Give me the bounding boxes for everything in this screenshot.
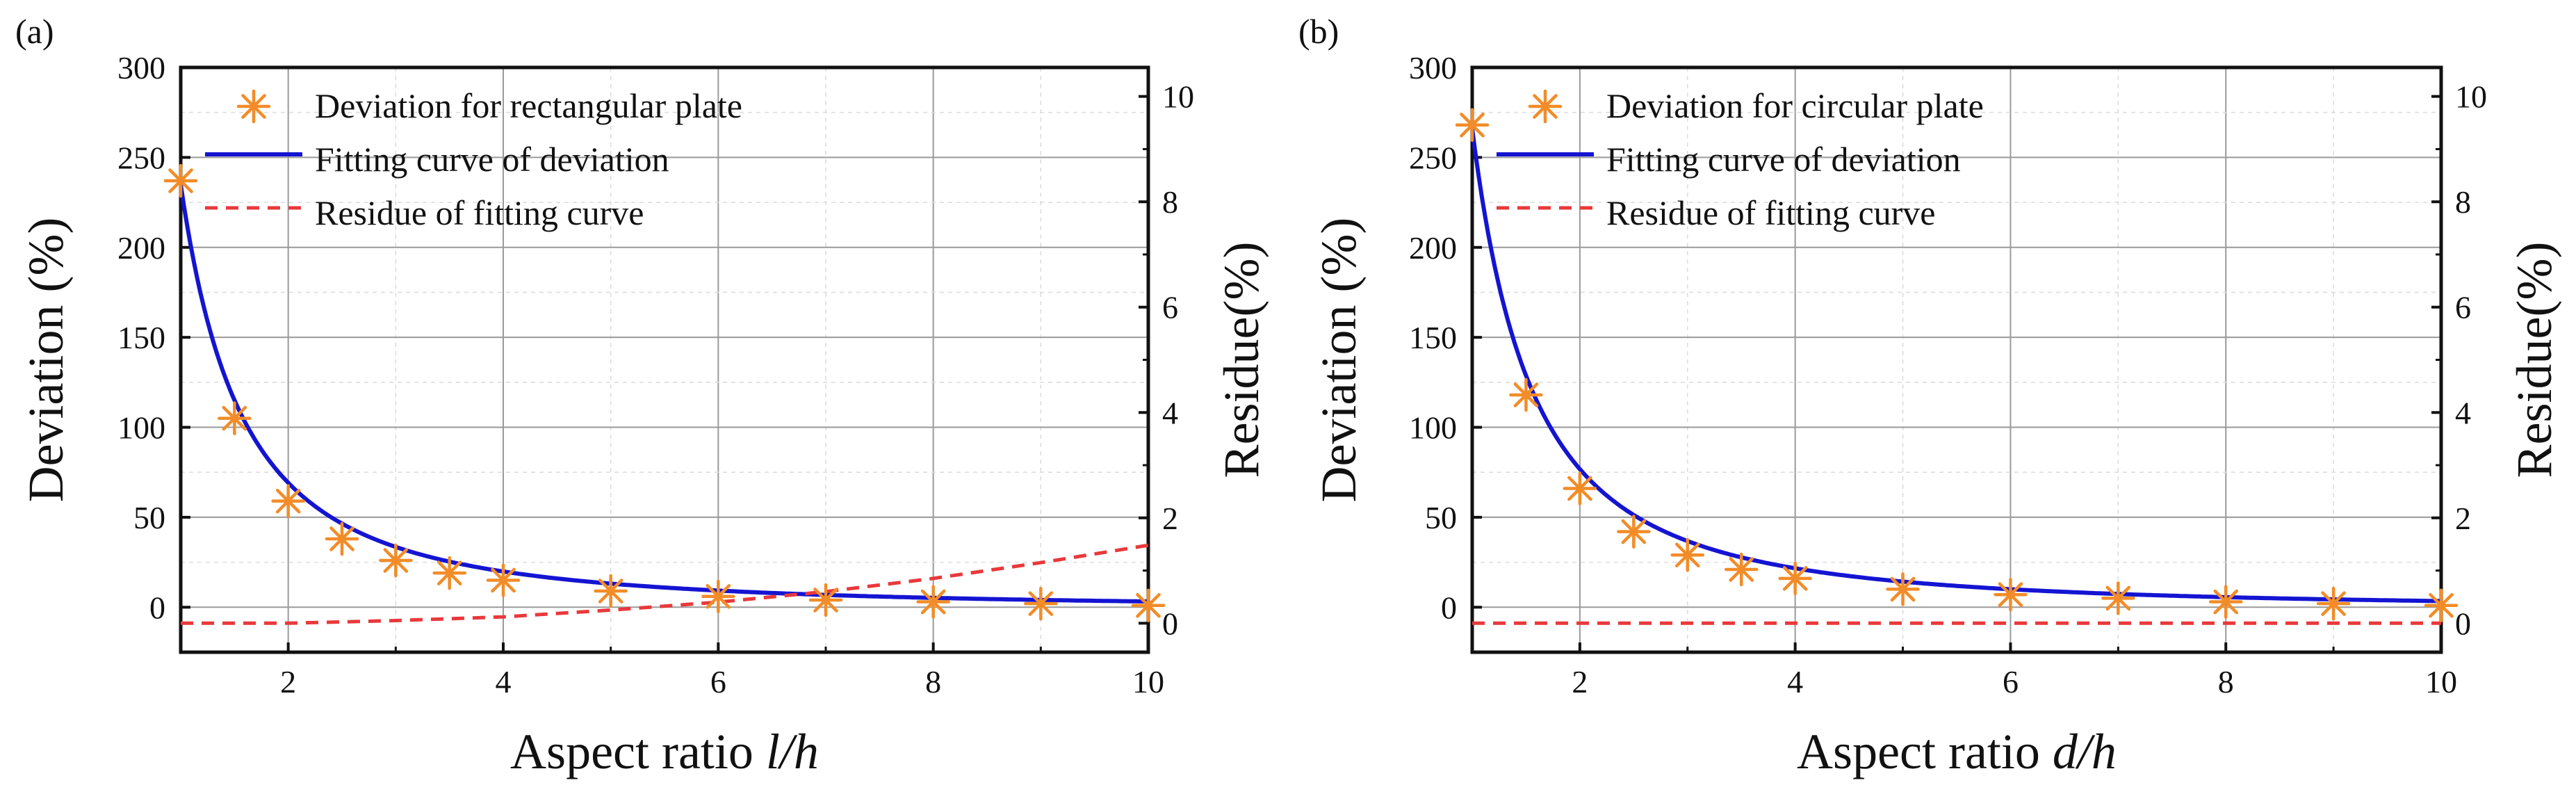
y2-tick-label: 4	[1162, 395, 1178, 430]
y2-tick-label: 10	[1162, 79, 1194, 115]
x-tick-label: 10	[2425, 664, 2457, 699]
legend-label: Fitting curve of deviation	[315, 140, 669, 179]
data-point-marker	[1778, 561, 1812, 596]
x-tick-label: 6	[710, 664, 726, 699]
x-tick-label: 2	[1572, 664, 1588, 699]
data-point-marker	[486, 563, 521, 597]
panel-label: (b)	[1298, 12, 1339, 51]
data-point-marker	[2208, 585, 2243, 619]
data-point-marker	[1455, 108, 1490, 143]
data-point-marker	[325, 521, 359, 556]
data-point-marker	[1563, 471, 1597, 505]
legend: Deviation for rectangular plate Fitting c…	[205, 86, 742, 232]
legend-label: Residue of fitting curve	[1606, 193, 1936, 232]
y2-tick-label: 2	[2455, 501, 2471, 536]
x-tick-label: 4	[496, 664, 512, 699]
y-tick-label: 300	[117, 50, 165, 86]
y-tick-label: 300	[1409, 50, 1457, 86]
panel-label: (a)	[15, 12, 54, 51]
y-tick-label: 250	[1409, 140, 1457, 175]
deviation-markers	[163, 163, 1166, 622]
y-axis-title: Deviation (%)	[18, 218, 74, 503]
y2-tick-label: 4	[2455, 395, 2471, 430]
panel-b: (b)2 4 6 8 100501001502002503000246810Aspect…	[1298, 12, 2562, 779]
y-tick-label: 0	[149, 590, 165, 625]
x-axis-title-var: d/h	[2053, 724, 2117, 779]
legend: Deviation for circular plate Fitting curv…	[1497, 86, 1984, 232]
y-tick-label: 150	[1409, 320, 1457, 355]
y-tick-label: 200	[117, 230, 165, 266]
data-point-marker	[379, 543, 413, 578]
x-tick-label: 8	[925, 664, 941, 699]
y2-axis-title: Residue(%)	[2506, 242, 2562, 478]
data-point-marker	[163, 163, 198, 198]
plot-area	[181, 184, 1148, 625]
y2-tick-label: 2	[1162, 501, 1178, 536]
legend-label: Deviation for rectangular plate	[315, 86, 742, 125]
data-point-marker	[218, 401, 252, 435]
y-axis-title: Deviation (%)	[1311, 218, 1367, 503]
x-axis-title-var: l/h	[766, 724, 819, 779]
data-point-marker	[1724, 552, 1759, 587]
y-tick-label: 200	[1409, 230, 1457, 266]
x-tick-label: 10	[1132, 664, 1164, 699]
data-point-marker	[808, 583, 843, 617]
y-tick-label: 50	[1425, 500, 1457, 535]
x-axis-title: Aspect ratio l/h	[510, 724, 819, 779]
y2-tick-label: 8	[2455, 184, 2471, 220]
y2-tick-label: 6	[2455, 290, 2471, 325]
y-tick-label: 50	[133, 500, 165, 535]
data-point-marker	[1994, 577, 2028, 612]
data-point-marker	[432, 556, 466, 590]
legend-marker-icon	[1528, 89, 1563, 124]
grid	[180, 67, 1149, 653]
data-point-marker	[701, 579, 735, 614]
x-axis-title-text: Aspect ratio	[1797, 724, 2053, 779]
y-tick-label: 100	[117, 410, 165, 446]
x-axis-title-text: Aspect ratio	[510, 724, 766, 779]
y2-tick-label: 10	[2455, 79, 2487, 115]
x-tick-label: 4	[1787, 664, 1803, 699]
y-tick-label: 0	[1441, 590, 1457, 625]
y-tick-label: 250	[117, 140, 165, 175]
legend-label: Fitting curve of deviation	[1606, 140, 1961, 179]
residue-dashed-line	[181, 543, 1148, 625]
y-tick-label: 150	[117, 320, 165, 355]
y2-tick-label: 8	[1162, 184, 1178, 220]
data-point-marker	[1024, 586, 1058, 621]
data-point-marker	[1617, 515, 1651, 549]
legend-marker-icon	[236, 89, 271, 124]
data-point-marker	[271, 484, 305, 518]
data-point-marker	[1886, 572, 1920, 606]
data-point-marker	[1509, 378, 1543, 412]
legend-label: Residue of fitting curve	[315, 193, 644, 232]
data-point-marker	[2424, 588, 2459, 622]
x-axis-title: Aspect ratio d/h	[1797, 724, 2117, 779]
y-tick-label: 100	[1409, 410, 1457, 446]
x-tick-label: 6	[2003, 664, 2019, 699]
data-point-marker	[594, 574, 628, 608]
panel-a: (a)2 4 6 8 100501001502002503000246810Aspect…	[15, 12, 1269, 779]
data-point-marker	[2316, 586, 2351, 621]
y2-axis-title: Residue(%)	[1214, 242, 1269, 478]
y2-tick-label: 0	[2455, 606, 2471, 641]
y2-tick-label: 0	[1162, 606, 1178, 641]
x-tick-label: 2	[280, 664, 296, 699]
y2-tick-label: 6	[1162, 290, 1178, 325]
legend-label: Deviation for circular plate	[1606, 86, 1984, 125]
data-point-marker	[2101, 581, 2135, 615]
data-point-marker	[916, 585, 950, 619]
x-tick-label: 8	[2218, 664, 2234, 699]
deviation-markers	[1455, 108, 2459, 622]
data-point-marker	[1670, 538, 1705, 572]
data-point-marker	[1131, 588, 1166, 622]
